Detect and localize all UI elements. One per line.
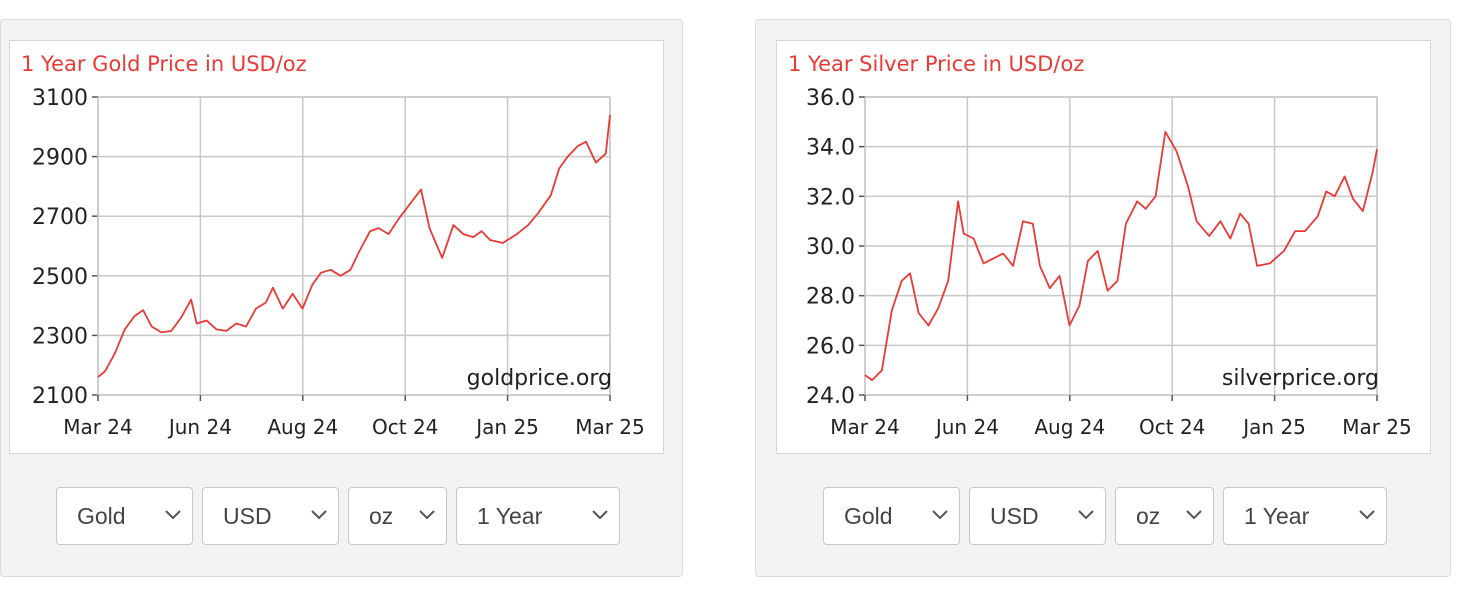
y-tick-label: 26.0	[806, 334, 855, 359]
x-tick-label: Aug 24	[267, 415, 338, 439]
gold-chart-title: 1 Year Gold Price in USD/oz	[21, 52, 307, 76]
y-tick-label: 2900	[32, 146, 88, 171]
period-select-value: 1 Year	[1244, 503, 1310, 529]
chevron-down-icon	[592, 510, 608, 520]
y-tick-label: 24.0	[806, 384, 855, 409]
chevron-down-icon	[1078, 510, 1094, 520]
currency-select[interactable]: USD	[969, 487, 1106, 545]
chevron-down-icon	[932, 510, 948, 520]
unit-select-value: oz	[369, 503, 394, 529]
currency-select[interactable]: USD	[202, 487, 339, 545]
metal-select-value: Gold	[844, 503, 893, 529]
y-tick-label: 2500	[32, 265, 88, 290]
y-tick-label: 28.0	[806, 285, 855, 310]
unit-select-value: oz	[1136, 503, 1161, 529]
chevron-down-icon	[419, 510, 435, 520]
gold-chart-svg: 1 Year Gold Price in USD/oz 3100 2900 2700 2…	[21, 52, 645, 439]
chevron-down-icon	[165, 510, 181, 520]
metal-select[interactable]: Gold	[56, 487, 193, 545]
x-tick-label: Mar 24	[830, 415, 900, 439]
unit-select[interactable]: oz	[1115, 487, 1214, 545]
silver-chart-widget: 1 Year Silver Price in USD/oz 36.0 34.0 32.…	[755, 19, 1451, 577]
x-tick-label: Jun 24	[167, 415, 232, 439]
x-tick-label: Mar 24	[63, 415, 133, 439]
currency-select-value: USD	[223, 503, 272, 529]
gold-chart-widget: 1 Year Gold Price in USD/oz 3100 2900 2700 2…	[0, 19, 683, 577]
period-select[interactable]: 1 Year	[1223, 487, 1387, 545]
x-tick-label: Oct 24	[1139, 415, 1205, 439]
x-tick-label: Mar 25	[1342, 415, 1412, 439]
y-tick-label: 3100	[32, 86, 88, 111]
x-tick-label: Jan 25	[474, 415, 539, 439]
gold-price-line	[97, 114, 611, 378]
metal-select[interactable]: Gold	[823, 487, 960, 545]
chevron-down-icon	[311, 510, 327, 520]
x-tick-label: Mar 25	[575, 415, 645, 439]
silver-chart-title: 1 Year Silver Price in USD/oz	[788, 52, 1084, 76]
currency-select-value: USD	[990, 503, 1039, 529]
silver-price-line	[864, 130, 1378, 382]
silver-chart-svg: 1 Year Silver Price in USD/oz 36.0 34.0 32.…	[788, 52, 1412, 439]
y-tick-label: 2700	[32, 205, 88, 230]
gold-chart: 1 Year Gold Price in USD/oz 3100 2900 2700 2…	[9, 40, 664, 454]
x-tick-label: Oct 24	[372, 415, 438, 439]
x-tick-label: Aug 24	[1034, 415, 1105, 439]
metal-select-value: Gold	[77, 503, 126, 529]
gold-watermark: goldprice.org	[467, 366, 612, 391]
x-tick-label: Jan 25	[1241, 415, 1306, 439]
silver-chart: 1 Year Silver Price in USD/oz 36.0 34.0 32.…	[776, 40, 1431, 454]
period-select-value: 1 Year	[477, 503, 543, 529]
chevron-down-icon	[1359, 510, 1375, 520]
y-tick-label: 30.0	[806, 235, 855, 260]
unit-select[interactable]: oz	[348, 487, 447, 545]
silver-watermark: silverprice.org	[1222, 366, 1379, 391]
y-tick-label: 34.0	[806, 136, 855, 161]
chevron-down-icon	[1186, 510, 1202, 520]
y-tick-label: 2100	[32, 384, 88, 409]
y-tick-label: 36.0	[806, 86, 855, 111]
x-tick-label: Jun 24	[934, 415, 999, 439]
plot-border	[97, 96, 611, 396]
y-tick-label: 2300	[32, 324, 88, 349]
period-select[interactable]: 1 Year	[456, 487, 620, 545]
y-tick-label: 32.0	[806, 185, 855, 210]
